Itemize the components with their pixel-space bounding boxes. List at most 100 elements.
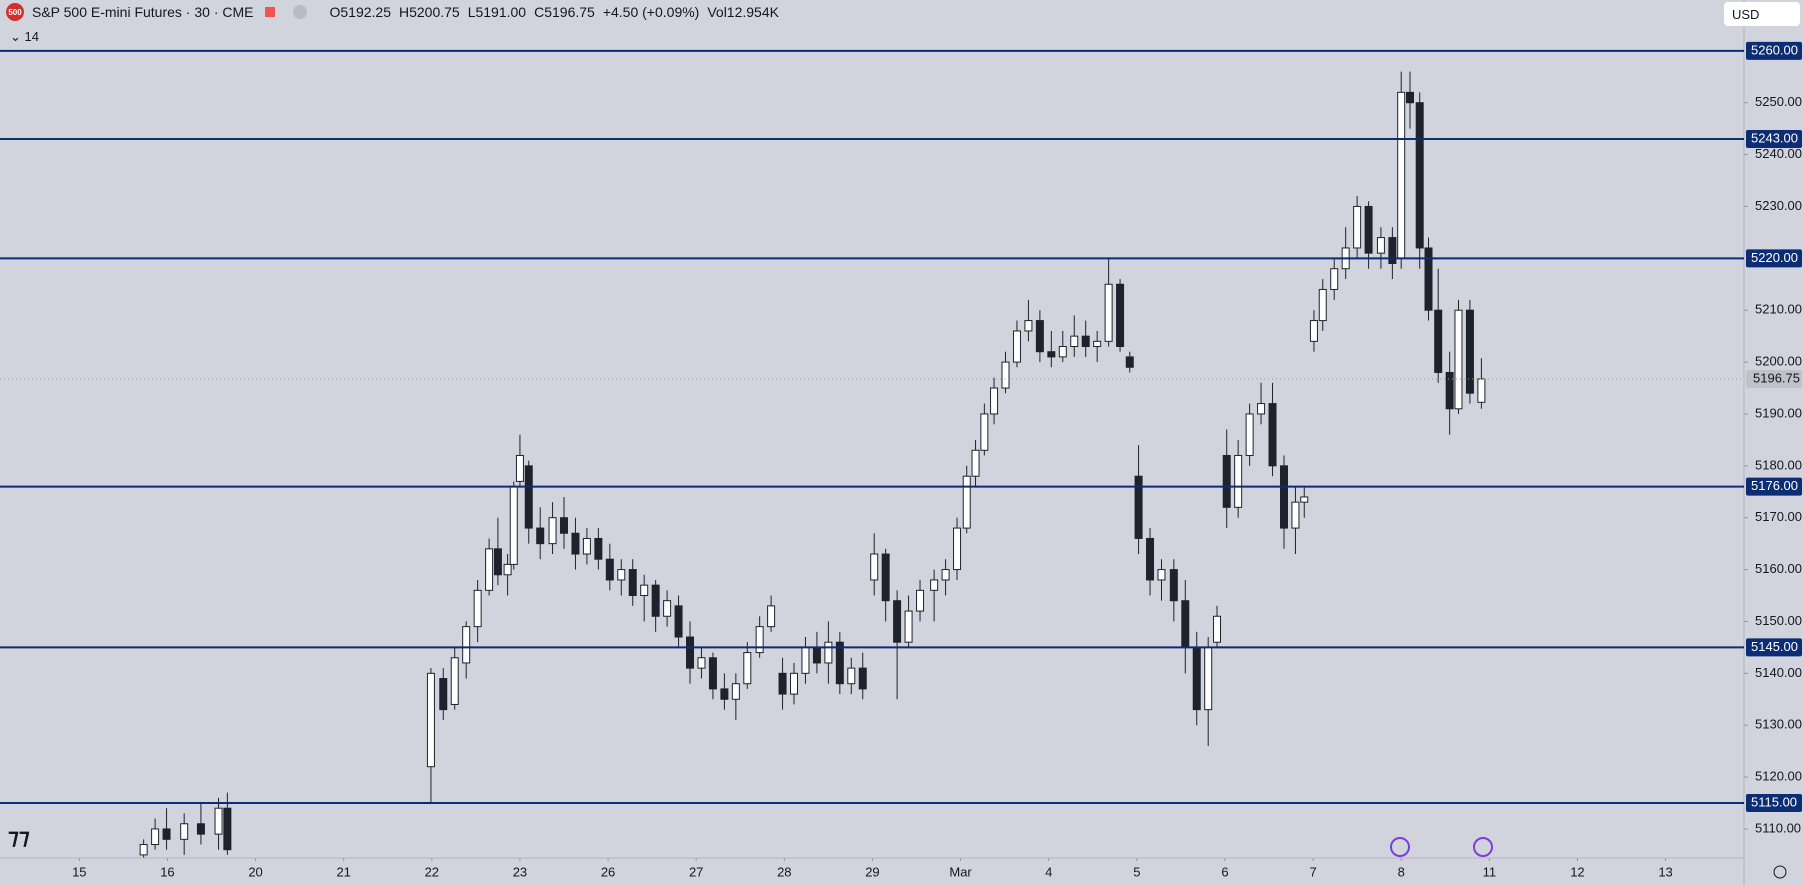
candle-body [1477,378,1486,403]
candle-body [708,657,717,690]
candle-body [162,828,171,840]
candle-body [1406,91,1415,104]
candle-body [594,537,603,560]
last-price-label: 5196.75 [1753,370,1800,385]
x-tick-label: 4 [1045,864,1052,879]
candle-body [180,823,189,840]
candle-body [1104,283,1113,342]
candle-body [812,646,821,664]
symbol-header: 500 S&P 500 E-mini Futures · 30 · CME O5… [6,3,779,21]
x-tick-label: 6 [1221,864,1228,879]
candle-body [801,646,810,674]
candle-body [858,667,867,690]
symbol-title[interactable]: S&P 500 E-mini Futures · 30 · CME [32,4,254,20]
candle-body [223,807,232,851]
candle-body [1257,403,1266,415]
candle-body [462,626,471,664]
candle-body [473,589,482,628]
candle-body [1465,309,1474,394]
candle-body [450,657,459,705]
candle-body [1024,320,1033,332]
indicator-toggle[interactable]: ⌄ 14 [10,29,39,44]
candle-body [151,828,160,846]
y-tick-label: 5180.00 [1755,457,1802,472]
y-tick-label: 5110.00 [1755,820,1801,835]
candle-body [893,600,902,643]
candle-body [493,548,502,576]
event-icon[interactable] [1473,837,1493,857]
x-tick-label: 16 [160,864,174,879]
x-tick-label: 15 [72,864,86,879]
candle-body [1169,569,1178,602]
candle-body [1445,371,1454,410]
y-tick-label: 5250.00 [1755,94,1802,109]
candle-body [548,517,557,545]
ohlc-open: O5192.25 [329,4,391,20]
candle-body [1318,288,1327,322]
candle-body [1291,501,1300,529]
level-label-box [1746,638,1802,657]
candle-body [640,584,649,597]
settings-icon[interactable] [1773,865,1787,879]
candle-body [686,636,695,669]
candle-body [560,517,569,534]
candle-body [1012,330,1021,363]
candle-body [1245,413,1254,456]
candle-body [1397,91,1406,259]
candle-body [651,584,660,617]
candle-body [1388,237,1397,265]
candle-body [971,449,980,477]
candle-body [485,548,494,591]
candle-body [731,683,740,700]
ohlc-close: C5196.75 [534,4,595,20]
y-tick-label: 5240.00 [1755,146,1802,161]
y-tick-label: 5230.00 [1755,198,1802,213]
currency-select[interactable]: USD [1724,2,1800,26]
candle-body [1070,335,1079,348]
y-tick-label: 5190.00 [1755,405,1802,420]
candle-body [697,657,706,669]
candle-body [1058,346,1067,358]
candle-body [1035,320,1044,353]
level-label: 5220.00 [1751,250,1798,265]
candle-body [1157,569,1166,581]
x-tick-label: Mar [949,864,972,879]
candle-body [941,569,950,581]
candle-body [1222,454,1231,508]
candle-body [1192,646,1201,711]
candle-body [426,672,435,768]
flag-icon[interactable] [265,7,276,17]
level-label-box [1746,794,1802,813]
candle-body [1146,537,1155,581]
x-tick-label: 7 [1309,864,1316,879]
candle-body [824,641,833,664]
last-price-box [1746,369,1802,388]
candle-body [1134,475,1143,539]
x-tick-label: 5 [1133,864,1140,879]
level-label-box [1746,477,1802,496]
candle-body [1424,247,1433,311]
candle-body [1353,205,1362,249]
candle-body [870,553,879,581]
candle-body [904,610,913,643]
event-icon[interactable] [1390,837,1410,857]
candle-body [755,626,764,654]
level-label: 5115.00 [1751,794,1797,809]
candle-body [790,672,799,695]
indicator-count: 14 [24,29,39,44]
candle-body [1268,403,1277,467]
candle-body [1300,496,1309,503]
candle-body [1093,340,1102,348]
candle-body [439,678,448,711]
candle-body [571,532,580,555]
x-tick-label: 23 [513,864,527,879]
candle-body [962,475,971,529]
candle-body [1047,351,1056,358]
candle-body [767,605,776,628]
x-tick-label: 11 [1483,864,1497,879]
level-label: 5243.00 [1751,130,1798,145]
candle-body [509,486,518,565]
candle-body [1116,283,1125,348]
